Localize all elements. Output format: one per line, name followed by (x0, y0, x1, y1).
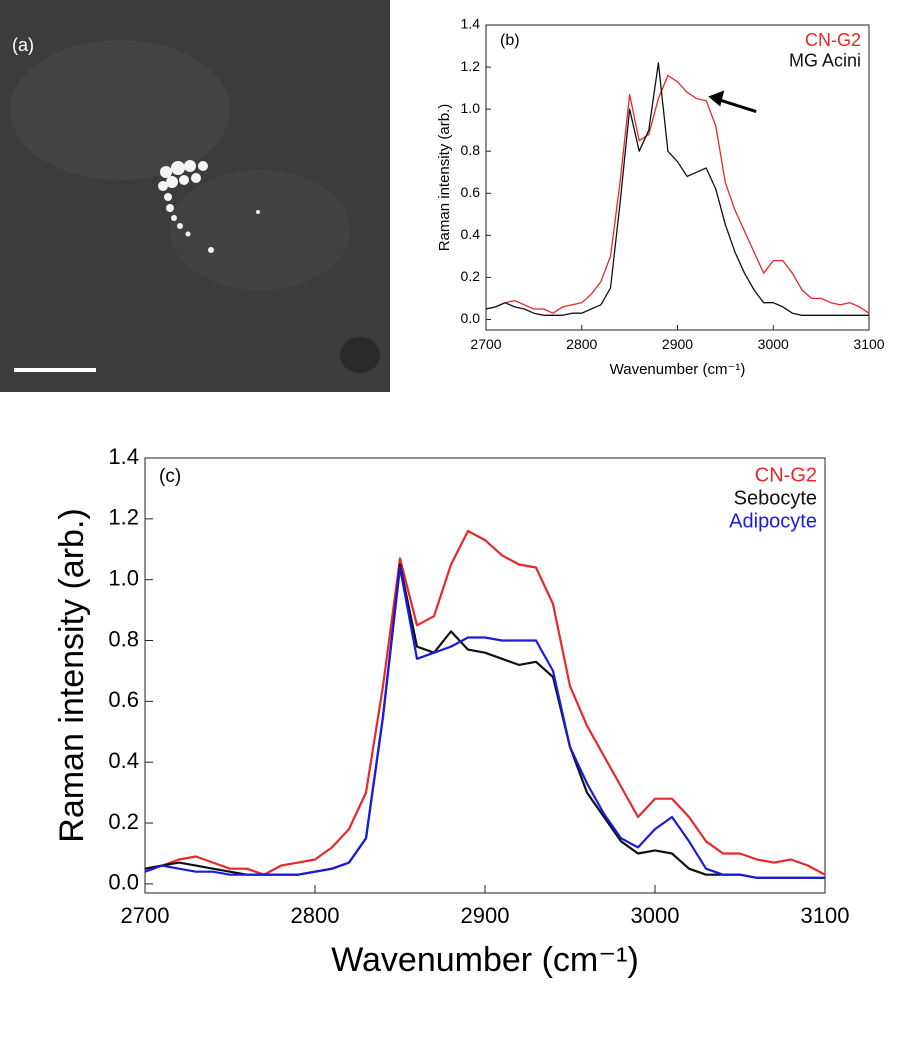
panel-label: (c) (159, 466, 181, 487)
plot-frame (144, 457, 826, 894)
y-tick-label: 0.2 (461, 268, 481, 284)
panel-label: (b) (500, 32, 520, 49)
annotation-arrow (717, 98, 757, 113)
y-tick-label: 0.8 (461, 142, 481, 158)
y-tick-label: 0.8 (108, 626, 139, 651)
y-tick-label: 0.0 (108, 870, 139, 895)
x-tick-label: 3000 (758, 336, 789, 352)
spectrum-line (144, 563, 825, 879)
y-tick-label: 0.6 (108, 687, 139, 712)
y-tick-label: 0.6 (461, 184, 481, 200)
y-tick-label: 0.4 (108, 748, 139, 773)
y-tick-label: 1.4 (461, 16, 481, 32)
x-tick-label: 2800 (566, 336, 597, 352)
spectrum-line (485, 74, 870, 314)
y-tick-label: 0.4 (461, 226, 481, 242)
spectrum-line (144, 566, 825, 879)
y-tick-label: 1.0 (461, 100, 481, 116)
cell-region (10, 40, 230, 180)
annotation-arrowhead (708, 90, 725, 107)
x-tick-label: 3100 (801, 903, 850, 928)
legend-entry: Adipocyte (729, 510, 817, 532)
x-axis-label: Wavenumber (cm⁻¹) (331, 941, 639, 979)
y-tick-label: 1.4 (108, 444, 139, 469)
y-tick-label: 1.2 (461, 58, 481, 74)
x-tick-label: 3100 (853, 336, 884, 352)
x-tick-label: 2800 (291, 903, 340, 928)
lipid-droplets (158, 160, 260, 253)
x-tick-label: 2700 (121, 903, 170, 928)
spectrum-line (485, 62, 869, 316)
x-axis-label: Wavenumber (cm⁻¹) (610, 361, 746, 378)
y-tick-label: 1.0 (108, 565, 139, 590)
spectrum-line (144, 529, 826, 876)
legend-entry: Sebocyte (734, 487, 817, 509)
x-tick-label: 3000 (631, 903, 680, 928)
legend-entry: MG Acini (789, 51, 861, 71)
legend-entry: CN-G2 (805, 30, 861, 50)
x-tick-label: 2900 (662, 336, 693, 352)
x-tick-label: 2700 (470, 336, 501, 352)
debris (340, 337, 380, 373)
y-tick-label: 0.2 (108, 809, 139, 834)
y-tick-label: 0.0 (461, 310, 481, 326)
legend-entry: CN-G2 (755, 464, 817, 486)
image-panel: (a) (0, 0, 390, 392)
x-tick-label: 2900 (461, 903, 510, 928)
panel-label: (a) (12, 35, 34, 55)
y-axis-label: Raman intensity (arb.) (436, 104, 453, 252)
cell-region (170, 170, 350, 290)
plot-frame (485, 24, 870, 331)
y-axis-label: Raman intensity (arb.) (53, 508, 91, 842)
y-tick-label: 1.2 (108, 505, 139, 530)
